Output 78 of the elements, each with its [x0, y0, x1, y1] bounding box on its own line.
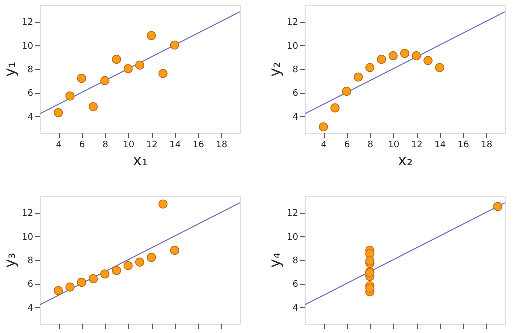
y-axis-title: y₄	[266, 253, 284, 268]
x-axis-title: x₁	[133, 152, 148, 170]
point	[366, 284, 375, 294]
x-tick-label: 6	[344, 140, 350, 150]
x-axis-title: x₂	[398, 152, 413, 170]
point	[124, 261, 133, 270]
y-tick-label: 12	[22, 18, 34, 28]
point	[170, 246, 180, 256]
point	[435, 63, 444, 72]
point	[158, 69, 168, 78]
x-tick-label: 4	[321, 140, 328, 150]
point	[135, 258, 145, 267]
point	[424, 56, 433, 66]
y-tick-label: 10	[287, 232, 299, 243]
x-tick-label: 12	[146, 140, 158, 150]
point	[366, 63, 375, 72]
x-tick-label: 8	[102, 140, 109, 150]
point	[354, 72, 364, 82]
x-tick-label: 10	[388, 140, 400, 150]
x-tick-label: 4	[56, 140, 62, 150]
point	[377, 54, 386, 64]
point	[158, 200, 168, 209]
x-tick-label: 8	[368, 140, 374, 150]
point	[100, 76, 110, 86]
point	[112, 266, 122, 276]
y-tick-label: 8	[292, 66, 299, 76]
point	[66, 92, 75, 101]
point	[135, 60, 145, 70]
y-tick-label: 10	[22, 232, 34, 243]
y-tick-label: 12	[287, 18, 298, 28]
point	[112, 54, 122, 64]
y-axis-title: y₂	[266, 62, 284, 77]
y-axis-title: y₁	[1, 62, 20, 77]
point	[100, 270, 110, 279]
y-tick-label: 6	[28, 89, 34, 100]
x-tick-label: 18	[481, 140, 493, 150]
x-tick-label: 10	[123, 140, 135, 150]
x-tick-label: 12	[411, 140, 423, 150]
y-tick-label: 8	[28, 66, 34, 76]
y-tick-label: 8	[292, 256, 299, 266]
y-tick-label: 8	[28, 256, 34, 266]
x-tick-label: 18	[216, 140, 228, 150]
y-tick-label: 4	[28, 304, 34, 314]
x-tick-label: 16	[458, 140, 470, 150]
y-tick-label: 12	[287, 209, 298, 220]
point	[388, 51, 398, 61]
y-axis-title: y₃	[1, 253, 20, 268]
point	[330, 104, 340, 113]
y-tick-label: 6	[292, 280, 299, 290]
point	[319, 122, 328, 132]
point	[54, 108, 64, 118]
x-tick-label: 6	[79, 140, 86, 150]
point	[493, 202, 503, 212]
point	[147, 31, 156, 40]
y-tick-label: 4	[292, 304, 299, 314]
y-tick-label: 4	[292, 112, 299, 123]
y-tick-label: 4	[28, 112, 34, 123]
point	[54, 286, 64, 296]
point	[147, 253, 156, 262]
point	[66, 282, 75, 292]
y-tick-label: 12	[22, 209, 34, 220]
y-tick-label: 10	[287, 42, 299, 52]
x-tick-label: 16	[192, 140, 205, 150]
y-tick-label: 6	[292, 89, 299, 100]
x-tick-label: 14	[170, 140, 182, 150]
point	[170, 40, 180, 50]
x-tick-label: 14	[434, 140, 446, 150]
point	[88, 102, 98, 112]
point	[124, 64, 133, 74]
point	[366, 256, 375, 266]
point	[77, 74, 86, 84]
y-tick-label: 6	[28, 280, 34, 290]
y-tick-label: 10	[22, 42, 34, 52]
point	[88, 274, 98, 284]
point	[77, 278, 86, 288]
point	[342, 86, 352, 96]
point	[400, 49, 410, 58]
point	[412, 51, 422, 61]
